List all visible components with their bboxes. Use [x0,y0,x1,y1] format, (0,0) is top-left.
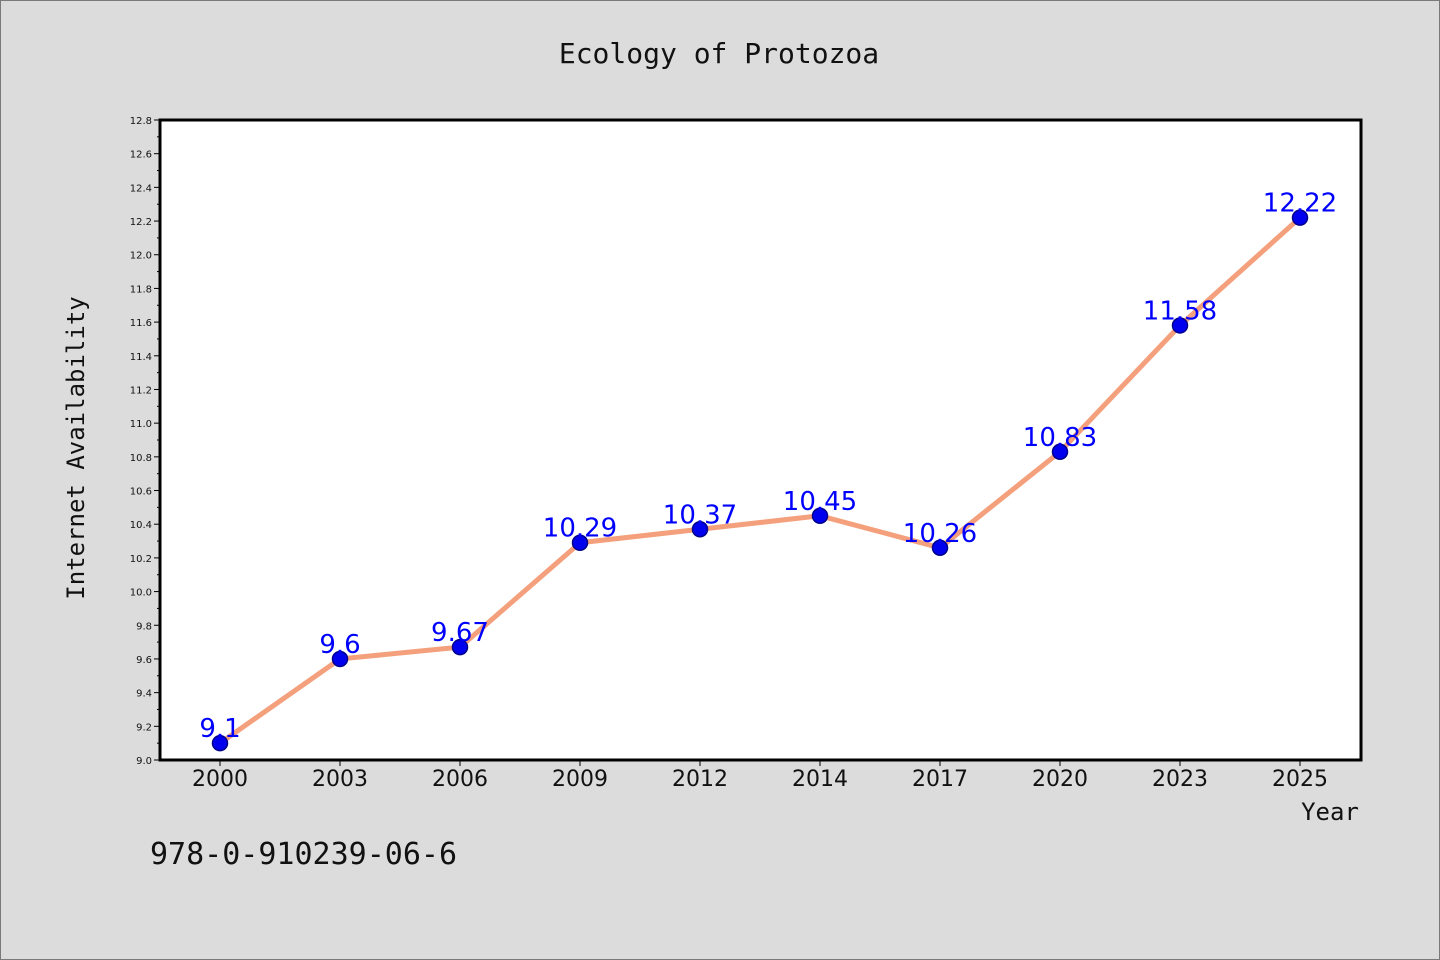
data-point [331,650,349,668]
data-label: 10.45 [783,487,857,517]
data-point [691,521,709,538]
data-label: 12.22 [1263,189,1337,219]
chart-title: Ecology of Protozoa [559,37,879,70]
x-tick-label: 2020 [1032,767,1088,792]
x-tick-label: 2017 [912,767,968,792]
data-label: 10.83 [1023,423,1097,453]
y-tick-label: 10.2 [130,554,152,565]
data-point [1291,209,1309,226]
y-tick-label: 11.8 [130,284,152,295]
y-tick-label: 12.6 [130,150,152,161]
data-label: 9.1 [199,714,240,744]
data-point [451,638,469,656]
x-tick-label: 2006 [432,767,488,792]
y-tick-label: 11.2 [130,385,152,396]
y-axis: 9.0 9.2 9.4 9.6 9.8 10.0 10.2 10.4 10.6 10.8 11.0 1… [130,116,160,767]
x-axis: 2000 2003 2006 2009 2012 2014 2017 2020 2023 2025 [192,760,1328,792]
data-label: 9.6 [319,630,360,660]
y-tick-label: 12.8 [130,116,152,127]
series-group: 9.1 9.6 9.67 10.29 10.37 10.45 10.26 10.83 11.58… [199,189,1337,752]
x-tick-label: 2003 [312,767,368,792]
data-point [1051,443,1069,461]
y-tick-label: 11.0 [130,419,152,430]
y-tick-label: 10.4 [130,520,152,531]
data-point [931,539,949,557]
y-tick-label: 9.8 [136,621,152,632]
data-point [571,534,589,551]
series-line [218,215,1302,746]
x-tick-label: 2025 [1272,767,1328,792]
x-tick-label: 2023 [1152,767,1208,792]
y-tick-label: 10.6 [130,487,152,498]
y-tick-label: 10.8 [130,453,152,464]
x-axis-title: Year [1301,798,1359,826]
y-tick-label: 9.4 [136,689,152,700]
y-tick-label: 11.4 [130,352,152,363]
y-tick-label: 9.0 [136,756,152,767]
y-tick-label: 12.0 [130,251,152,262]
data-label: 9.67 [431,618,489,648]
data-label: 10.29 [543,514,617,544]
plot-area [158,118,1363,762]
data-point [811,507,829,525]
y-tick-label: 12.4 [130,183,152,194]
y-tick-label: 12.2 [130,217,152,228]
y-tick-label: 11.6 [130,318,152,329]
isbn-code: 978-0-910239-06-6 [150,837,457,872]
x-tick-label: 2009 [552,767,608,792]
data-point [211,734,229,752]
data-label: 10.26 [903,519,977,549]
y-tick-label: 9.2 [136,722,152,733]
data-point [1171,317,1189,334]
x-tick-label: 2014 [792,767,848,792]
data-label: 11.58 [1143,296,1217,326]
y-axis-title: Internet Availability [62,296,90,599]
y-tick-label: 10.0 [130,588,152,599]
y-tick-label: 9.6 [136,655,152,666]
x-tick-label: 2012 [672,767,728,792]
x-tick-label: 2000 [192,767,248,792]
data-label: 10.37 [663,500,737,530]
